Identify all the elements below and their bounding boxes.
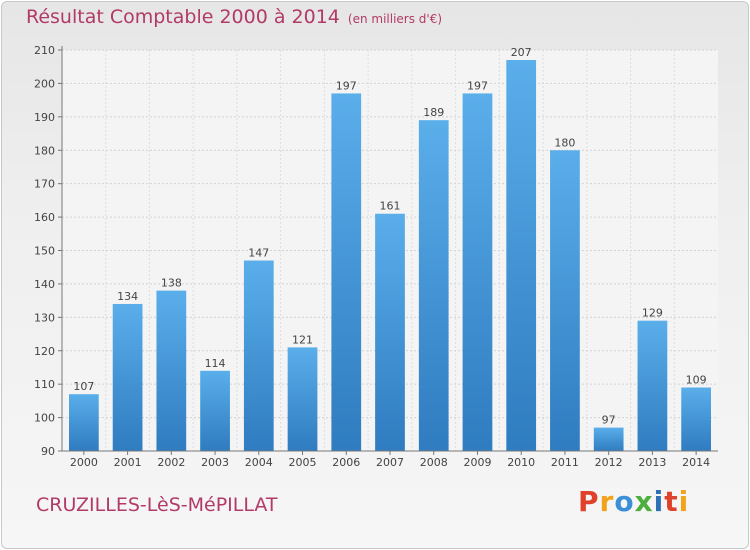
bar xyxy=(375,213,405,451)
bar-value-label: 121 xyxy=(292,333,313,346)
x-tick-label: 2014 xyxy=(682,456,710,469)
x-tick-label: 2006 xyxy=(332,456,360,469)
bar xyxy=(462,93,493,452)
x-tick-label: 2003 xyxy=(201,456,229,469)
x-tick-label: 2008 xyxy=(420,456,448,469)
bar-value-label: 147 xyxy=(248,247,269,260)
bar-value-label: 129 xyxy=(642,307,663,320)
chart-title: Résultat Comptable 2000 à 2014 (en millie… xyxy=(26,6,442,28)
y-tick-label: 110 xyxy=(34,378,55,391)
bar xyxy=(331,93,362,452)
y-tick-label: 180 xyxy=(34,144,55,157)
x-tick-label: 2001 xyxy=(114,456,142,469)
logo-letter: t xyxy=(664,485,679,518)
bar xyxy=(287,347,318,451)
x-tick-label: 2004 xyxy=(245,456,273,469)
x-tick-label: 2011 xyxy=(551,456,579,469)
y-tick-label: 150 xyxy=(34,245,55,258)
y-tick-label: 160 xyxy=(34,211,55,224)
x-tick-label: 2012 xyxy=(595,456,623,469)
x-tick-label: 2010 xyxy=(507,456,535,469)
bar xyxy=(200,370,230,451)
logo-letter: x xyxy=(634,485,654,518)
place-name: CRUZILLES-LèS-MéPILLAT xyxy=(36,494,278,516)
bar xyxy=(418,120,449,452)
y-tick-label: 100 xyxy=(34,412,55,425)
bar-value-label: 180 xyxy=(554,136,575,149)
y-tick-label: 90 xyxy=(41,445,55,458)
bar-value-label: 134 xyxy=(117,290,138,303)
y-tick-label: 170 xyxy=(34,178,55,191)
y-tick-label: 120 xyxy=(34,345,55,358)
x-tick-label: 2005 xyxy=(289,456,317,469)
bar xyxy=(156,290,187,451)
bar-value-label: 138 xyxy=(161,277,182,290)
y-tick-label: 200 xyxy=(34,77,55,90)
x-tick-label: 2000 xyxy=(70,456,98,469)
bar-value-label: 161 xyxy=(380,200,401,213)
y-tick-label: 190 xyxy=(34,111,55,124)
bar xyxy=(506,60,537,452)
x-tick-label: 2002 xyxy=(157,456,185,469)
chart-unit: (en milliers d'€) xyxy=(347,12,443,26)
y-tick-label: 140 xyxy=(34,278,55,291)
x-tick-label: 2013 xyxy=(638,456,666,469)
logo-letter: P xyxy=(578,485,600,518)
proxiti-logo: Proxiti xyxy=(578,485,689,518)
bar xyxy=(681,387,712,451)
bar xyxy=(68,394,99,451)
bar-value-label: 207 xyxy=(511,46,532,59)
logo-letter: i xyxy=(653,485,665,518)
bar xyxy=(593,427,624,451)
y-tick-label: 210 xyxy=(34,44,55,57)
bar-value-label: 114 xyxy=(205,357,226,370)
bar-value-label: 189 xyxy=(423,106,444,119)
bar-value-label: 197 xyxy=(467,79,488,92)
bar xyxy=(243,260,274,451)
chart-title-text: Résultat Comptable 2000 à 2014 xyxy=(26,6,340,28)
bar-value-label: 107 xyxy=(73,380,94,393)
logo-letter: r xyxy=(599,485,615,518)
bar-value-label: 109 xyxy=(686,374,707,387)
y-tick-label: 130 xyxy=(34,311,55,324)
bar xyxy=(112,303,143,451)
bar-value-label: 97 xyxy=(602,414,616,427)
x-tick-label: 2007 xyxy=(376,456,404,469)
x-tick-label: 2009 xyxy=(463,456,491,469)
bar xyxy=(550,150,580,451)
bar-value-label: 197 xyxy=(336,79,357,92)
logo-letter: i xyxy=(678,485,690,518)
bar xyxy=(637,320,668,451)
logo-letter: o xyxy=(614,485,635,518)
